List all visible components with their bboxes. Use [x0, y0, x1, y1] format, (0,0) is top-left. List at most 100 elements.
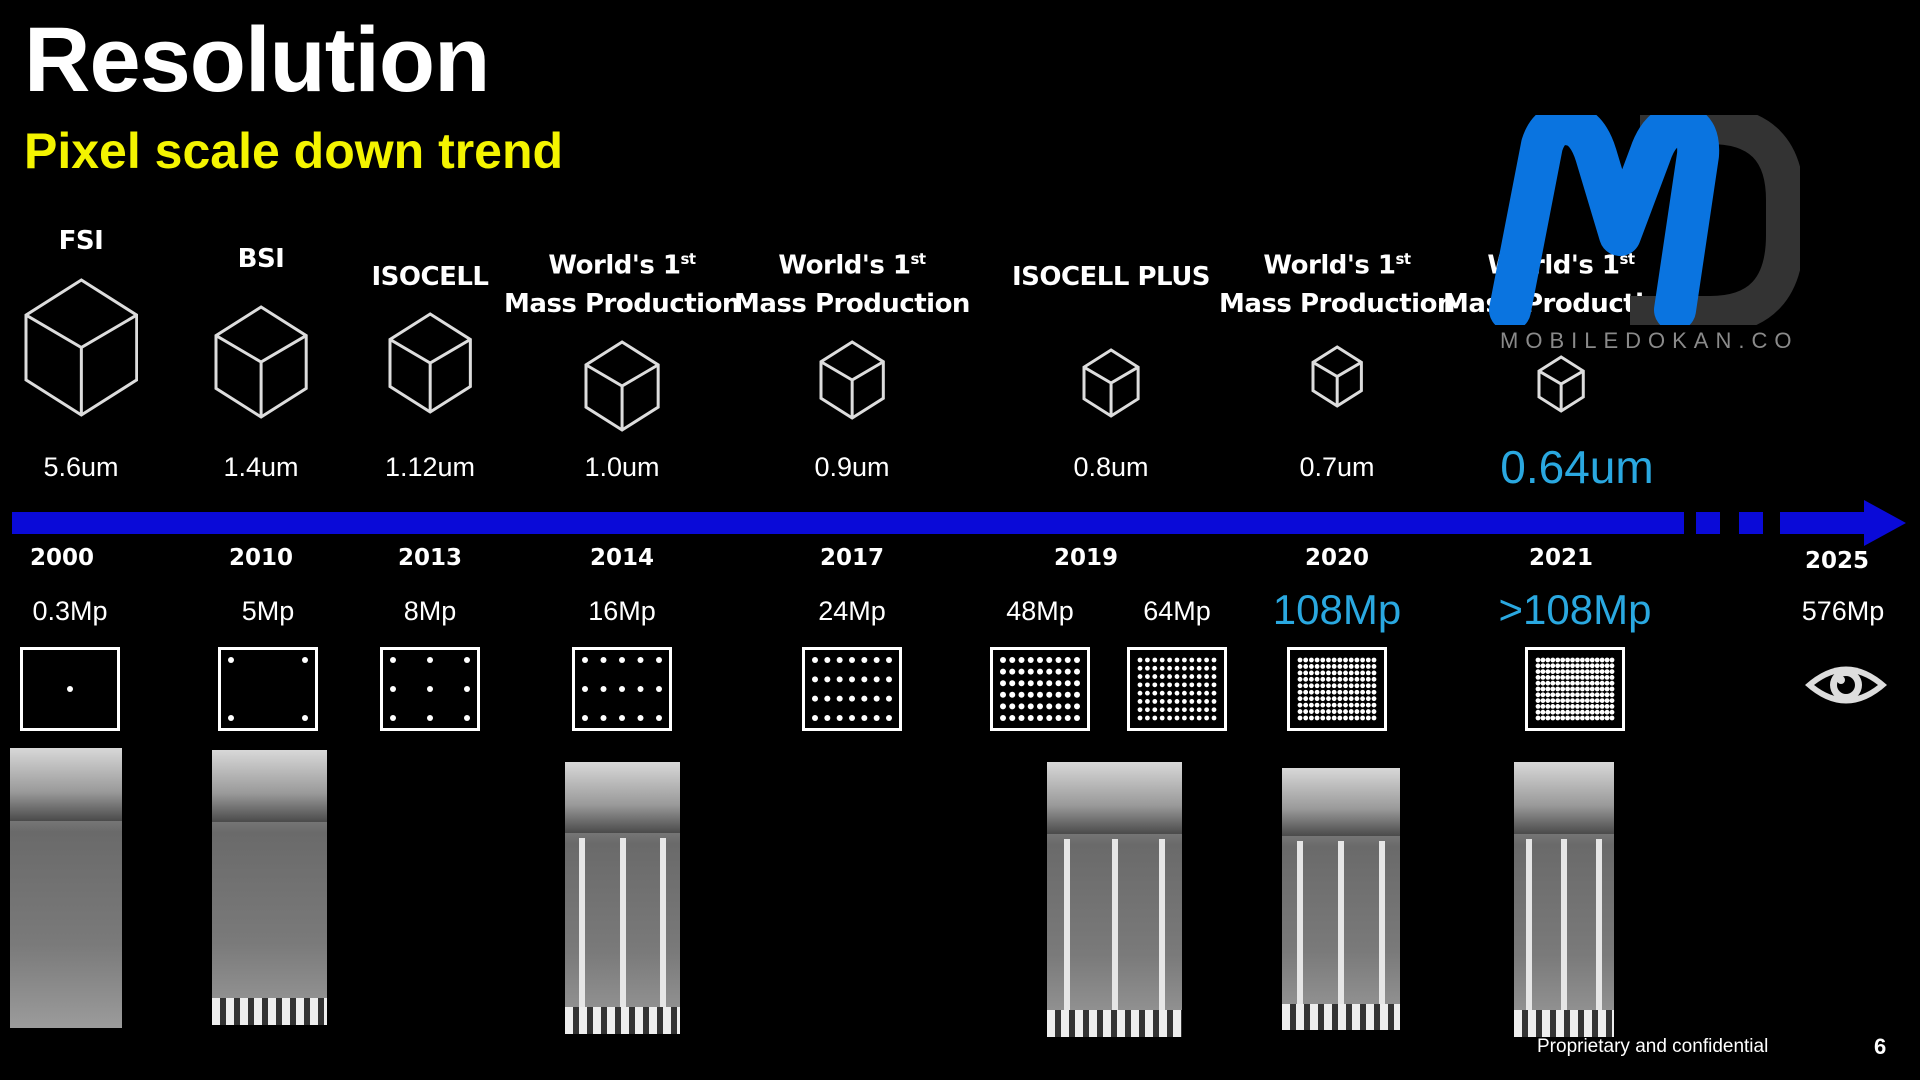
- pixel-dot: [886, 657, 892, 663]
- pixel-dot: [1560, 709, 1566, 715]
- pixel-dot: [1331, 715, 1337, 721]
- pixel-dot: [1182, 657, 1187, 663]
- pixel-dot: [1343, 689, 1348, 695]
- pixel-dot: [1009, 680, 1016, 687]
- pixel-dot: [1360, 657, 1366, 663]
- pixel-dot: [1159, 682, 1165, 688]
- pixel-dot: [1540, 669, 1546, 674]
- pixel-dot: [1545, 675, 1551, 680]
- pixel-dot: [1550, 704, 1556, 709]
- pixel-dot: [1189, 665, 1195, 671]
- pixel-dot: [1064, 668, 1071, 675]
- pixel-dot: [1348, 683, 1354, 689]
- pixel-dot: [849, 676, 855, 683]
- pixel-dot: [1343, 683, 1348, 689]
- pixel-dot: [1320, 676, 1326, 682]
- pixel-dot: [1589, 663, 1595, 669]
- cross-section-base: [565, 1006, 680, 1034]
- pixel-dot: [1565, 675, 1570, 680]
- pixel-dot: [1575, 663, 1580, 669]
- pixel-dot: [1555, 675, 1561, 680]
- cross-section-wall: [1296, 841, 1303, 1010]
- pixel-dot: [1211, 699, 1217, 704]
- pixel-dot: [1137, 690, 1143, 696]
- megapixel-label: 0.3Mp: [32, 596, 108, 626]
- pixel-dot: [1018, 715, 1025, 721]
- pixel-dot: [1550, 675, 1556, 680]
- pixel-dot: [1360, 715, 1366, 721]
- pixel-dot: [1604, 663, 1610, 669]
- pixel-dot: [1575, 692, 1580, 698]
- pixel-dot: [1196, 699, 1202, 704]
- pixel-dot: [302, 715, 308, 721]
- cross-section-wall: [579, 838, 586, 1013]
- pixel-dot: [1320, 715, 1326, 721]
- pixel-dot: [1018, 703, 1025, 710]
- pixel-dot: [886, 715, 892, 721]
- pixel-dot: [886, 695, 892, 702]
- pixel-dot: [1560, 692, 1566, 698]
- pixel-grid: [1287, 647, 1387, 731]
- pixel-dot: [1314, 709, 1320, 714]
- pixel-dot: [1204, 657, 1209, 663]
- pixel-dot: [1609, 715, 1615, 721]
- pixel-dot: [1314, 676, 1320, 682]
- pixel-dot: [637, 657, 644, 663]
- pixel-dot: [1365, 683, 1371, 689]
- pixel-dot: [1565, 663, 1570, 669]
- pixel-dot: [1550, 680, 1556, 686]
- header-text: BSI: [237, 244, 285, 274]
- pixel-dot: [1326, 702, 1331, 708]
- pixel-grid: [1127, 647, 1227, 731]
- pixel-dot: [1565, 669, 1570, 674]
- pixel-dot: [1570, 657, 1575, 663]
- pixel-dot: [1211, 715, 1217, 721]
- mobiledokan-logo: [1489, 115, 1800, 325]
- pixel-dot: [849, 715, 855, 721]
- column-header: ISOCELL PLUS: [1012, 258, 1211, 296]
- pixel-dot: [1174, 657, 1180, 663]
- slide-subtitle: Pixel scale down trend: [24, 123, 564, 179]
- pixel-dot: [1037, 691, 1043, 698]
- pixel-dot: [1174, 707, 1180, 713]
- year-label: 2021: [1528, 545, 1594, 571]
- pixel-dot: [1182, 699, 1187, 704]
- year-label-future: 2025: [1804, 548, 1870, 574]
- pixel-dot: [1343, 702, 1348, 708]
- pixel-dot: [1580, 663, 1585, 669]
- pixel-dot: [873, 676, 880, 683]
- pixel-dot: [1604, 680, 1610, 686]
- cross-section-top: [1047, 762, 1182, 834]
- pixel-dot: [1303, 709, 1309, 714]
- pixel-dot: [1297, 702, 1303, 708]
- pixel-dot: [1348, 715, 1354, 721]
- pixel-dot: [1570, 675, 1575, 680]
- megapixel-label: 16Mp: [588, 596, 656, 626]
- cross-section-base: [1047, 1009, 1182, 1037]
- pixel-dot: [824, 657, 831, 663]
- pixel-dot: [582, 657, 588, 663]
- pixel-dot: [1182, 690, 1187, 696]
- pixel-dot: [1308, 702, 1314, 708]
- pixel-dot: [1570, 686, 1575, 692]
- pixel-dot: [1354, 657, 1360, 663]
- pixel-dot: [1303, 676, 1309, 682]
- year-label: 2020: [1304, 545, 1370, 571]
- pixel-dot: [1609, 709, 1615, 715]
- pixel-dot: [1535, 669, 1541, 674]
- pixel-dot: [1365, 664, 1371, 669]
- pixel-dot: [1604, 686, 1610, 692]
- pixel-dot: [1365, 670, 1371, 676]
- pixel-dot: [1609, 669, 1615, 674]
- pixel-dot: [1308, 657, 1314, 663]
- pixel-dot: [1550, 663, 1556, 669]
- header-text: World's 1: [548, 250, 681, 281]
- pixel-dot: [1137, 665, 1143, 671]
- pixel-dot: [1371, 702, 1377, 708]
- year-label: 2010: [228, 545, 294, 571]
- pixel-dot: [812, 657, 818, 663]
- pixel-dot: [1308, 670, 1314, 676]
- pixel-dot: [1303, 715, 1309, 721]
- pixel-dot: [1009, 657, 1016, 663]
- header-superscript: st: [680, 250, 696, 268]
